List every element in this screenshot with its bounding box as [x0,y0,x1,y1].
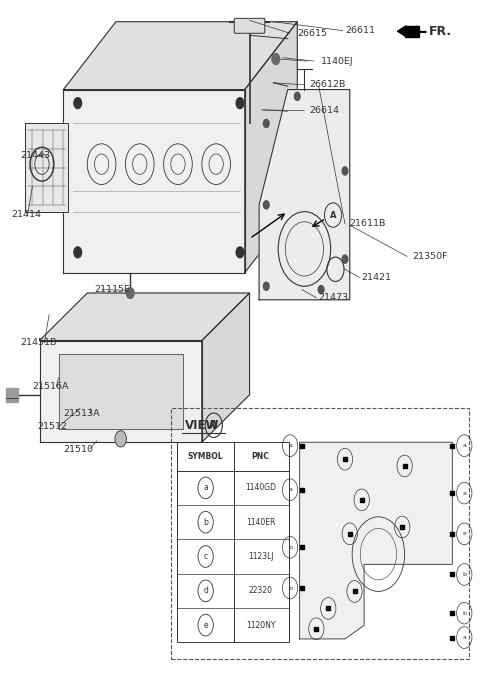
Polygon shape [397,26,406,37]
Text: 21414: 21414 [11,210,41,219]
Text: c: c [348,531,351,537]
Text: A: A [210,420,217,430]
Polygon shape [39,293,250,340]
Text: VIEW: VIEW [185,419,220,432]
Text: 21115E: 21115E [95,285,131,294]
Text: c: c [204,552,208,561]
Text: 1140GD: 1140GD [245,484,276,492]
Circle shape [115,430,126,447]
Text: 26612B: 26612B [309,80,346,89]
Circle shape [126,287,134,298]
Text: a: a [462,635,466,640]
Circle shape [294,92,300,100]
Circle shape [342,167,348,175]
Text: b: b [462,572,466,577]
Circle shape [272,54,280,65]
Text: 21512: 21512 [37,422,67,431]
Text: 21611B: 21611B [350,219,386,228]
Text: b: b [288,586,292,590]
Polygon shape [245,22,297,272]
Text: 26611: 26611 [345,26,375,35]
Text: 26614: 26614 [309,106,339,115]
Text: 21513A: 21513A [63,409,100,417]
Polygon shape [39,340,202,442]
Circle shape [236,97,244,108]
Polygon shape [300,442,452,639]
Text: SYMBOL: SYMBOL [188,452,224,461]
Text: a: a [314,627,318,631]
Text: b: b [288,545,292,550]
Polygon shape [63,90,245,272]
Text: c: c [343,457,347,462]
Text: b: b [326,606,330,611]
Circle shape [264,282,269,290]
Text: a: a [288,443,292,448]
Text: a: a [462,490,466,496]
Text: 1120NY: 1120NY [246,620,275,630]
Polygon shape [59,354,183,428]
Text: 1140EJ: 1140EJ [321,57,354,65]
Polygon shape [202,293,250,442]
Text: 21451B: 21451B [21,338,57,347]
Text: 21421: 21421 [362,273,392,282]
Circle shape [318,285,324,294]
Text: b: b [203,518,208,526]
Text: A: A [330,210,336,219]
Bar [6,388,18,402]
Bar [177,442,289,642]
Text: d: d [203,586,208,595]
Text: 26615: 26615 [297,29,327,37]
Text: 21350F: 21350F [412,252,447,261]
Circle shape [342,255,348,263]
Text: PNC: PNC [252,452,269,461]
Text: 21516A: 21516A [33,382,69,391]
Text: b: b [462,611,466,616]
Text: e: e [204,620,208,630]
Polygon shape [63,22,297,90]
Text: a: a [288,487,292,492]
Circle shape [264,119,269,127]
Circle shape [74,97,82,108]
Text: 1140ER: 1140ER [246,518,275,526]
Text: 22320: 22320 [249,586,273,595]
Text: 1123LJ: 1123LJ [248,552,273,561]
Text: d: d [360,497,364,503]
Text: 21510: 21510 [63,445,94,454]
Text: e: e [462,531,466,537]
FancyBboxPatch shape [234,18,265,33]
Circle shape [74,247,82,257]
Polygon shape [259,90,350,300]
Polygon shape [25,123,68,212]
Text: 21473: 21473 [319,294,349,302]
Text: 21443: 21443 [21,151,50,160]
Text: a: a [203,484,208,492]
Text: c: c [400,524,404,530]
Text: c: c [403,464,407,469]
Text: b: b [352,589,357,594]
Polygon shape [405,27,419,37]
Circle shape [264,201,269,209]
Text: FR.: FR. [429,25,452,37]
Text: a: a [462,443,466,448]
Circle shape [236,247,244,257]
